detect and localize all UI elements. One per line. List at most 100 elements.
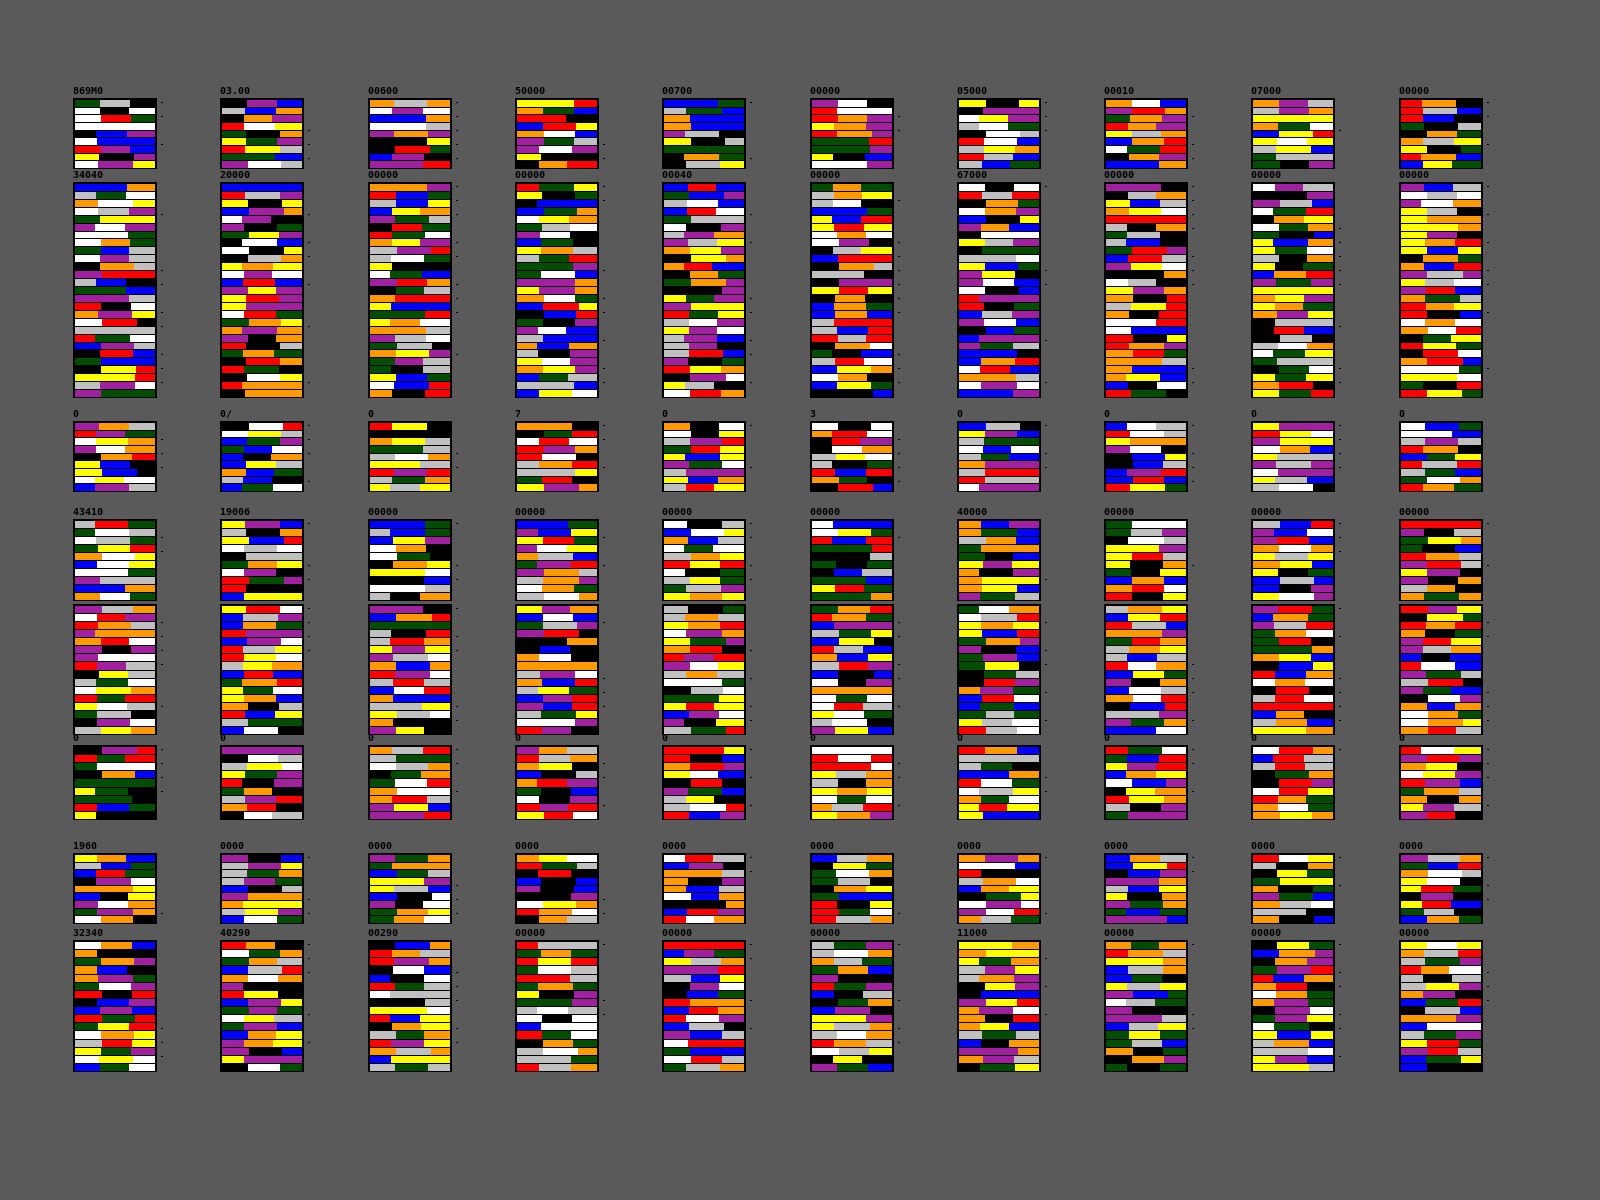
stripe-segment — [222, 958, 250, 966]
stripe-segment — [691, 215, 720, 223]
stripe — [959, 107, 1039, 115]
stripe — [517, 1023, 597, 1031]
stripe-segment — [1014, 982, 1039, 990]
stripe-segment — [100, 942, 132, 950]
stripe-segment — [370, 878, 390, 885]
stripe — [812, 123, 892, 130]
stripe-segment — [543, 107, 574, 115]
stripe-segment — [959, 646, 981, 654]
stripe-segment — [75, 191, 96, 199]
stripe-segment — [837, 606, 871, 614]
block-label: 0 — [957, 733, 964, 744]
stripe-segment — [1007, 115, 1039, 122]
stripe-segment — [1274, 1007, 1310, 1015]
stripe-segment — [1253, 199, 1281, 207]
stripe-segment — [861, 1055, 892, 1063]
stripe — [664, 577, 744, 584]
stripe-segment — [517, 130, 545, 138]
stripe — [1401, 271, 1481, 279]
stripe — [517, 638, 597, 646]
stripe — [75, 569, 155, 576]
stripe-segment — [370, 302, 391, 310]
stripe — [959, 1015, 1039, 1023]
stripe-segment — [392, 223, 422, 231]
stripe-segment — [425, 326, 450, 334]
stripe-segment — [812, 382, 837, 390]
stripe-segment — [574, 191, 597, 199]
stripe-segment — [872, 279, 892, 287]
stripe-segment — [812, 153, 833, 161]
stripe-segment — [959, 553, 985, 560]
stripe-block — [957, 940, 1041, 1072]
stripe-block — [220, 745, 304, 820]
stripe — [1401, 1007, 1481, 1015]
stripe — [1401, 870, 1481, 877]
stripe-segment — [572, 430, 597, 438]
stripe — [1401, 1039, 1481, 1047]
stripe-segment — [664, 374, 691, 382]
stripe — [370, 215, 450, 223]
stripe — [1253, 453, 1333, 461]
tick-mark — [456, 763, 458, 764]
stripe-segment — [370, 630, 391, 638]
stripe-segment — [1163, 287, 1186, 294]
stripe-segment — [370, 670, 395, 678]
stripe — [517, 469, 597, 476]
stripe-segment — [812, 461, 832, 468]
stripe-segment — [1106, 545, 1129, 552]
stripe-segment — [75, 702, 97, 710]
stripe-block — [73, 421, 157, 492]
stripe-segment — [959, 231, 981, 239]
stripe-segment — [685, 916, 714, 923]
tick-mark — [1045, 186, 1047, 187]
stripe — [664, 606, 744, 614]
stripe-segment — [664, 1063, 686, 1071]
stripe-segment — [832, 215, 861, 223]
tick-mark — [456, 312, 458, 313]
tick-mark — [750, 871, 752, 872]
stripe-segment — [1456, 326, 1481, 334]
stripe-segment — [1401, 901, 1422, 908]
stripe-segment — [1310, 901, 1333, 908]
tick-mark — [1045, 270, 1047, 271]
stripe — [222, 318, 302, 326]
tick-mark — [161, 214, 163, 215]
stripe-segment — [959, 115, 979, 122]
stripe-segment — [986, 1047, 1019, 1055]
tick-mark — [308, 958, 310, 959]
stripe — [1253, 878, 1333, 885]
stripe-segment — [1106, 294, 1134, 302]
stripe-segment — [75, 199, 99, 207]
stripe-segment — [959, 223, 981, 231]
stripe-segment — [1126, 423, 1156, 430]
stripe-segment — [1421, 885, 1453, 893]
stripe-segment — [281, 430, 302, 438]
stripe-segment — [570, 654, 597, 662]
stripe-segment — [392, 161, 423, 168]
tick-mark — [603, 298, 605, 299]
stripe — [222, 630, 302, 638]
stripe — [222, 342, 302, 350]
stripe-segment — [959, 763, 982, 771]
stripe — [812, 606, 892, 614]
stripe-segment — [867, 287, 892, 294]
stripe-segment — [538, 747, 567, 755]
stripe-segment — [245, 908, 278, 916]
stripe-segment — [866, 334, 892, 342]
stripe-segment — [723, 1047, 744, 1055]
stripe-segment — [517, 878, 541, 885]
stripe-block — [73, 182, 157, 398]
stripe-segment — [1311, 453, 1333, 461]
stripe-segment — [277, 726, 302, 734]
stripe-segment — [1456, 382, 1481, 390]
stripe — [222, 942, 302, 950]
stripe — [75, 901, 155, 908]
tick-mark — [308, 453, 310, 454]
stripe-segment — [424, 966, 450, 974]
stripe — [1253, 366, 1333, 374]
stripe-segment — [222, 1031, 248, 1039]
stripe-segment — [1106, 585, 1132, 592]
stripe-segment — [1279, 654, 1312, 662]
stripe-block — [1399, 182, 1483, 398]
stripe-segment — [1311, 521, 1333, 528]
